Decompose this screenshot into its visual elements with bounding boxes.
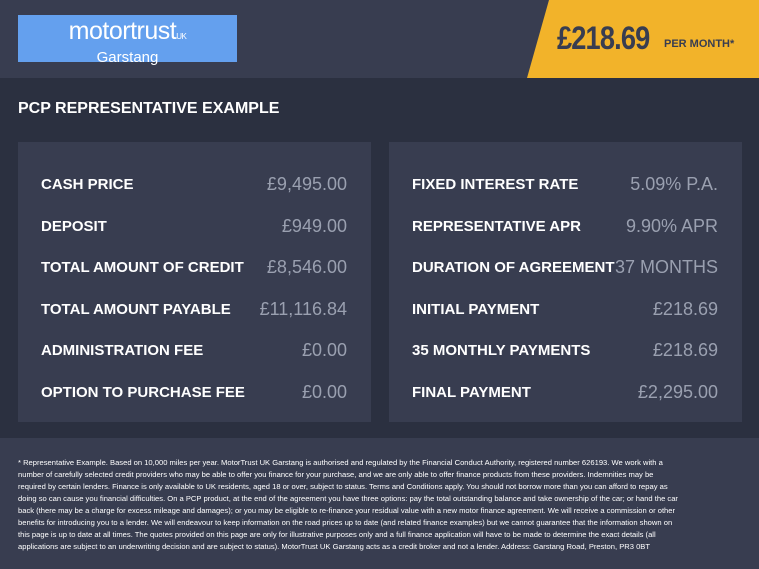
footnote: * Representative Example. Based on 10,00… <box>0 438 759 569</box>
footnote-text: * Representative Example. Based on 10,00… <box>18 458 678 551</box>
row-label: TOTAL AMOUNT OF CREDIT <box>41 259 244 277</box>
monthly-price: £218.69 <box>557 20 650 56</box>
finance-row: 35 MONTHLY PAYMENTS £218.69 <box>412 330 718 372</box>
finance-row: INITIAL PAYMENT £218.69 <box>412 289 718 331</box>
row-label: ADMINISTRATION FEE <box>41 342 204 360</box>
row-value: £0.00 <box>301 381 347 402</box>
finance-panel-right: FIXED INTEREST RATE 5.09% P.A. REPRESENTAT… <box>389 142 742 422</box>
finance-row: FIXED INTEREST RATE 5.09% P.A. <box>412 164 718 206</box>
per-month-label: PER MONTH* <box>664 38 735 50</box>
finance-row: OPTION TO PURCHASE FEE £0.00 <box>41 372 347 414</box>
section-title: PCP REPRESENTATIVE EXAMPLE <box>18 100 280 117</box>
finance-row: FINAL PAYMENT £2,295.00 <box>412 372 718 414</box>
row-label: TOTAL AMOUNT PAYABLE <box>41 300 231 318</box>
row-label: 35 MONTHLY PAYMENTS <box>412 342 591 360</box>
logo[interactable]: motortrustUK Garstang <box>18 15 237 66</box>
row-value: £218.69 <box>652 298 718 319</box>
row-value: £0.00 <box>301 340 347 361</box>
finance-row: ADMINISTRATION FEE £0.00 <box>41 330 347 372</box>
finance-row: REPRESENTATIVE APR 9.90% APR <box>412 206 718 248</box>
row-label: OPTION TO PURCHASE FEE <box>41 383 245 401</box>
finance-row: TOTAL AMOUNT PAYABLE £11,116.84 <box>41 289 347 331</box>
row-label: DEPOSIT <box>41 217 107 235</box>
finance-row: TOTAL AMOUNT OF CREDIT £8,546.00 <box>41 247 347 289</box>
row-value: £8,546.00 <box>266 257 347 278</box>
row-value: 37 MONTHS <box>614 257 718 278</box>
header: motortrustUK Garstang £218.69 PER MONTH* <box>0 0 759 78</box>
logo-location: Garstang <box>96 49 159 66</box>
row-value: 9.90% APR <box>625 215 718 236</box>
row-label: FINAL PAYMENT <box>412 383 531 401</box>
finance-row: DURATION OF AGREEMENT 37 MONTHS <box>412 247 718 289</box>
finance-row: DEPOSIT £949.00 <box>41 206 347 248</box>
row-value: £11,116.84 <box>259 298 347 319</box>
row-value: £2,295.00 <box>637 381 718 402</box>
row-label: CASH PRICE <box>41 176 134 194</box>
logo-suffix: UK <box>176 32 187 41</box>
row-value: 5.09% P.A. <box>630 174 718 195</box>
row-value: £949.00 <box>281 215 347 236</box>
logo-brand: motortrust <box>68 17 177 45</box>
finance-panel-left: CASH PRICE £9,495.00 DEPOSIT £949.00 TOTAL A… <box>18 142 371 422</box>
row-label: FIXED INTEREST RATE <box>412 176 579 194</box>
row-label: INITIAL PAYMENT <box>412 300 540 318</box>
row-value: £9,495.00 <box>266 174 347 195</box>
price-banner: £218.69 PER MONTH* <box>527 0 759 78</box>
row-value: £218.69 <box>652 340 718 361</box>
row-label: REPRESENTATIVE APR <box>412 217 581 235</box>
row-label: DURATION OF AGREEMENT <box>412 259 615 277</box>
finance-row: CASH PRICE £9,495.00 <box>41 164 347 206</box>
